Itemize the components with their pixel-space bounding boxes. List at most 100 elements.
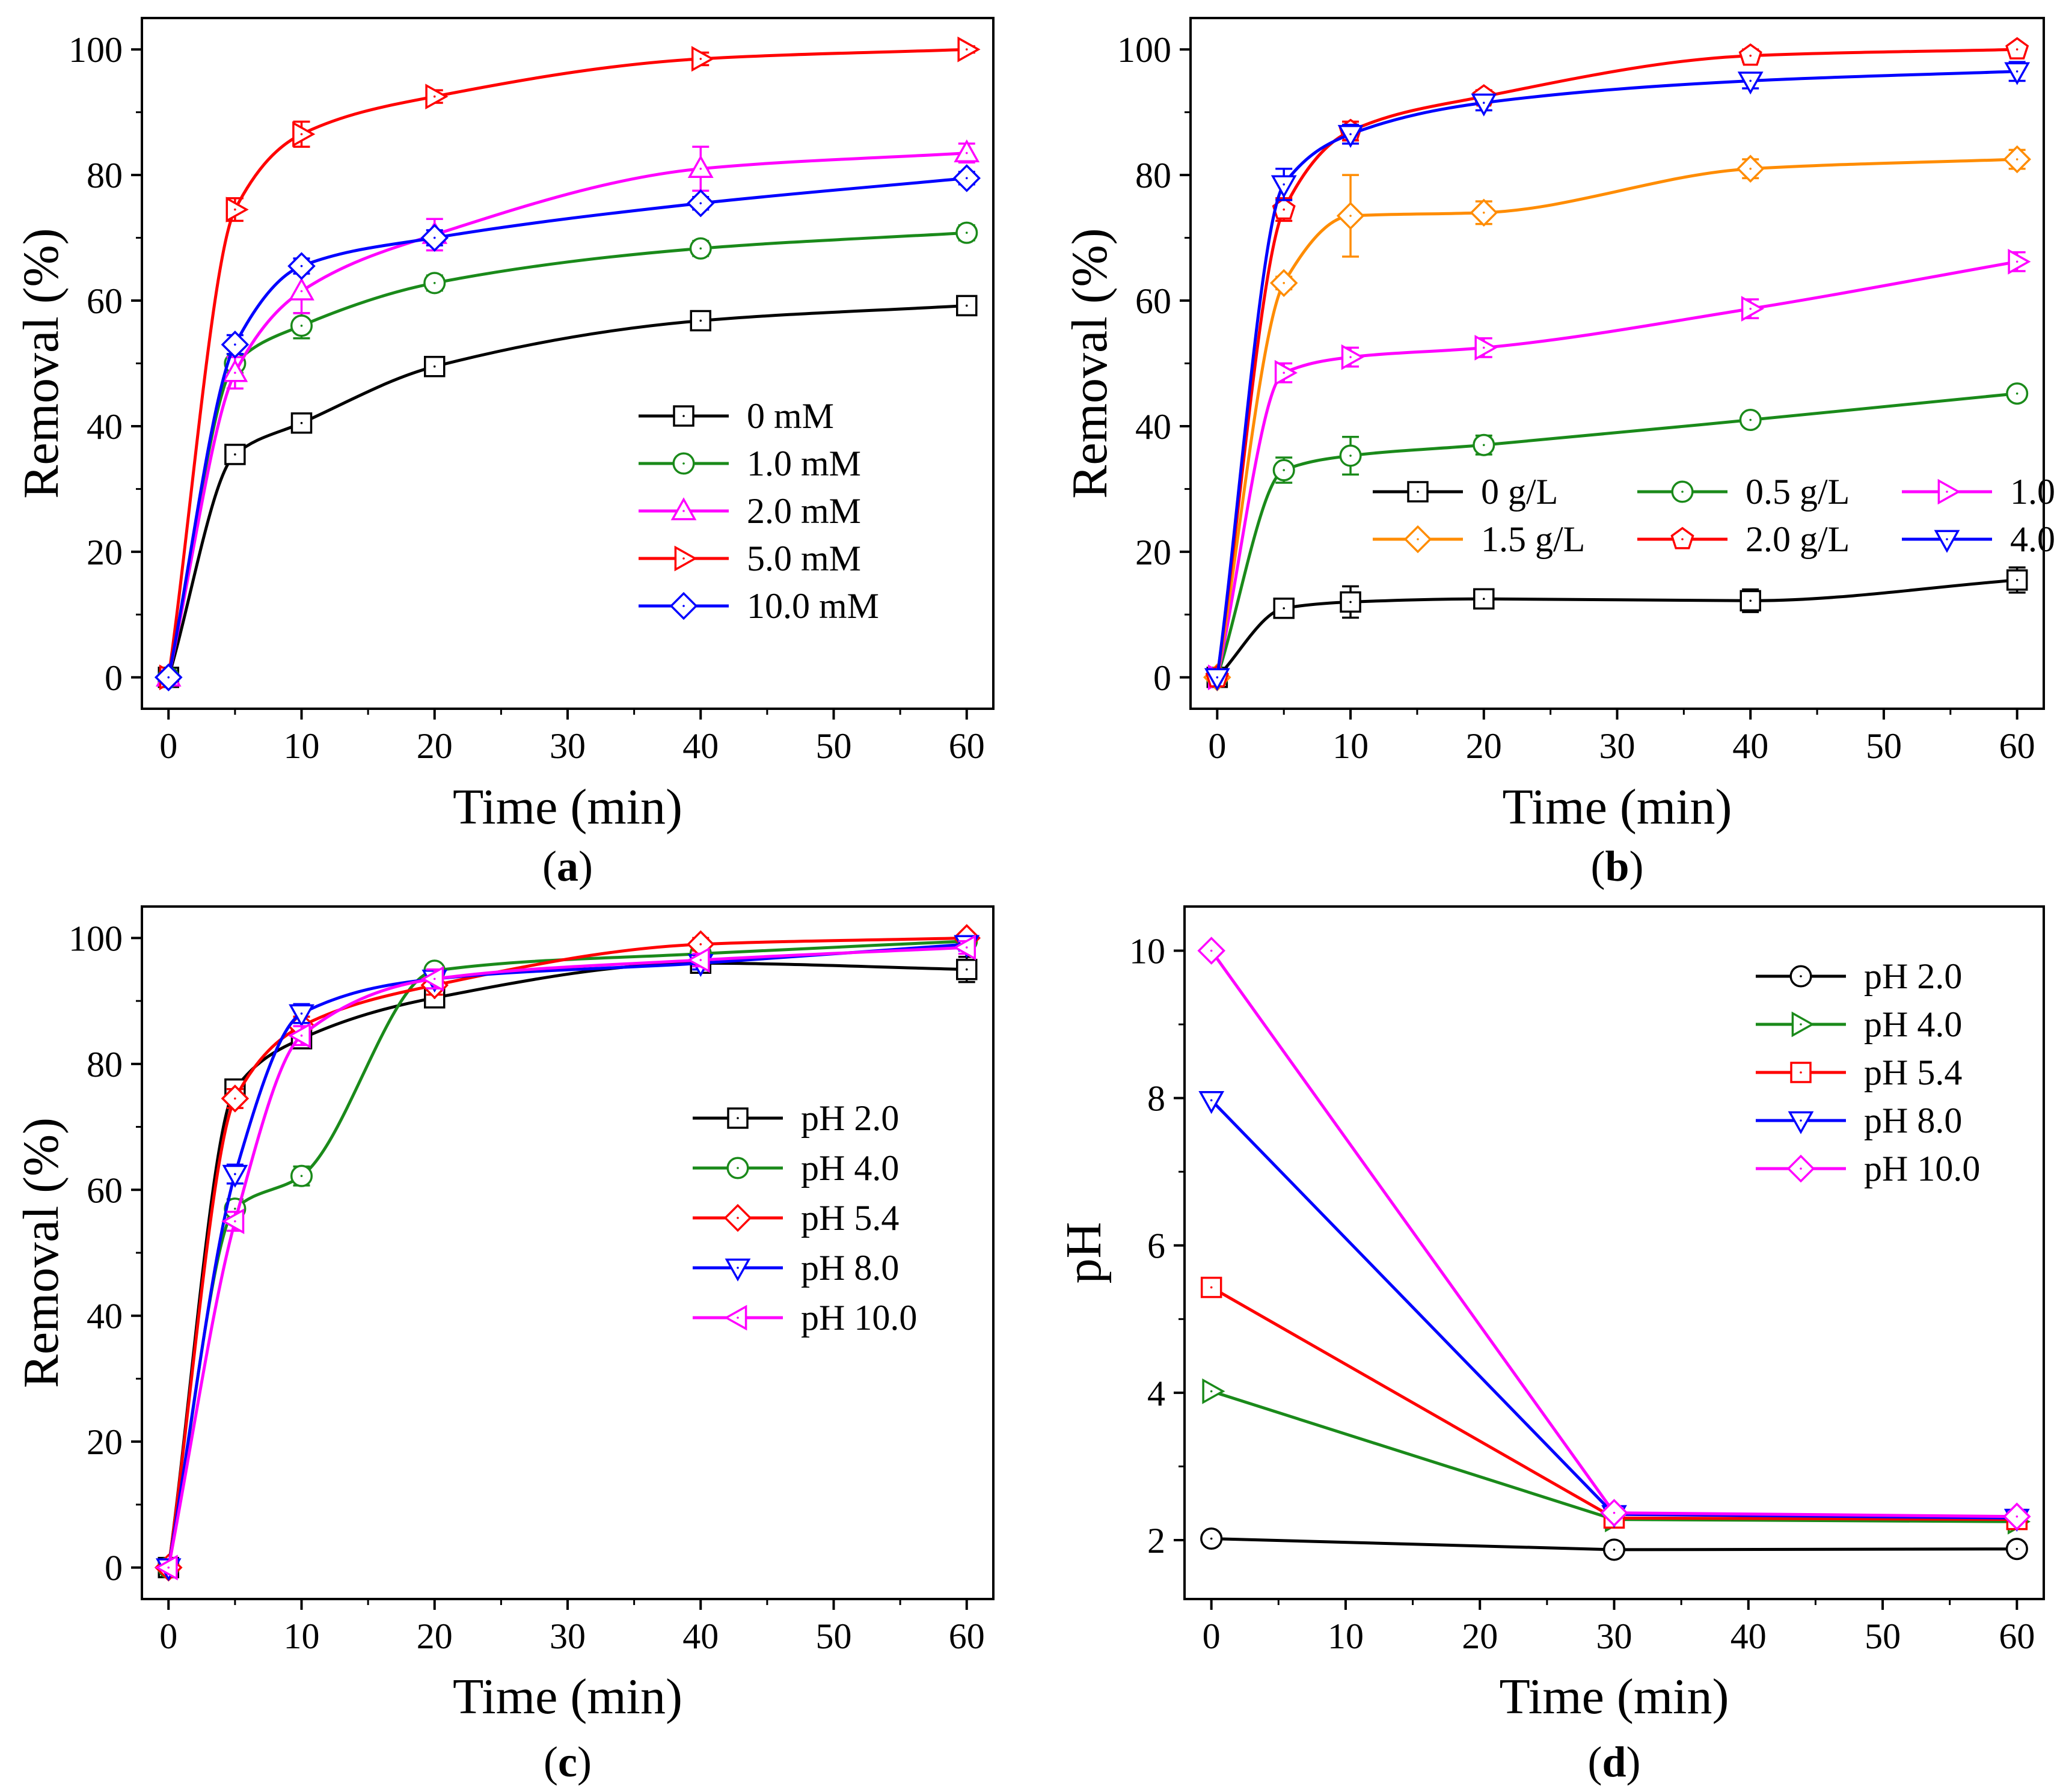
panel-label: (c) (544, 1738, 592, 1786)
series-line (1210, 1286, 2017, 1521)
panel-label-open: ( (1587, 1738, 1602, 1786)
series-line (1215, 70, 2017, 678)
data-point-center (433, 365, 436, 368)
x-tick-label: 0 (1203, 1616, 1221, 1656)
data-point (222, 1164, 248, 1188)
series-ph-2-0 (1200, 1527, 2028, 1561)
data-point (290, 412, 313, 434)
y-tick-label: 2 (1147, 1521, 1165, 1561)
data-point-center (1749, 54, 1752, 57)
data-point (954, 139, 980, 162)
legend-label: pH 2.0 (1864, 956, 1962, 996)
legend-label: 2.0 mM (747, 491, 861, 531)
legend-item: pH 5.4 (1756, 1053, 1962, 1092)
data-point-center (965, 151, 968, 154)
data-point (687, 947, 710, 973)
x-tick-label: 0 (159, 726, 177, 766)
y-tick-label: 80 (1135, 156, 1171, 195)
data-point-center (2016, 48, 2019, 51)
data-point (687, 154, 714, 179)
data-point (1271, 175, 1297, 198)
y-tick-label: 60 (87, 1170, 123, 1210)
legend-item: pH 2.0 (693, 1098, 899, 1138)
legend-item: pH 10.0 (1756, 1149, 1980, 1188)
data-point (691, 46, 715, 72)
data-point-center (1482, 102, 1485, 104)
data-point-center (234, 208, 236, 211)
legend-item: 2.0 mM (639, 491, 861, 531)
legend-marker (725, 1258, 751, 1282)
panel-label-letter: a (557, 842, 578, 890)
x-tick-label: 50 (1866, 726, 1902, 766)
y-tick-label: 80 (87, 156, 123, 195)
series-line (167, 304, 967, 678)
data-point-center (1283, 208, 1286, 211)
series-line (167, 151, 967, 678)
x-tick-label: 60 (949, 726, 985, 766)
data-point-center (1749, 167, 1752, 170)
x-tick-label: 60 (1999, 1616, 2035, 1656)
legend-marker-center (682, 415, 685, 417)
legend-item: pH 4.0 (1756, 1005, 1962, 1044)
data-point-center (1283, 183, 1286, 186)
legend-label: pH 5.4 (801, 1198, 899, 1238)
series-line (167, 936, 967, 1568)
y-tick-label: 80 (87, 1045, 123, 1084)
legend-item: 4.0 g/L (1902, 519, 2060, 559)
data-point-center (1749, 418, 1752, 421)
legend-item: 1.0 g/L (1902, 472, 2060, 512)
data-point (289, 277, 314, 301)
data-point-center (1749, 599, 1752, 602)
data-point-center (699, 167, 702, 170)
data-point (420, 966, 444, 992)
series-line (167, 946, 967, 1568)
data-point-center (1210, 1286, 1213, 1289)
legend-marker-center (1946, 538, 1948, 540)
data-point-center (234, 1173, 236, 1175)
legend-item: pH 8.0 (693, 1248, 899, 1288)
series-0-5-g-l (1206, 382, 2029, 689)
x-tick-label: 0 (159, 1616, 177, 1656)
x-tick-label: 10 (1328, 1616, 1364, 1656)
series-line (1215, 260, 2018, 678)
series-10-0-mm (154, 164, 981, 692)
data-point-center (234, 372, 236, 374)
y-tick-label: 0 (105, 658, 123, 698)
legend-marker-center (1681, 538, 1684, 540)
data-point (2008, 248, 2031, 275)
legend-marker (1788, 1111, 1814, 1134)
data-point (292, 121, 316, 147)
data-point (225, 197, 249, 222)
panel-label: (d) (1587, 1738, 1640, 1786)
panel-label-open: ( (1590, 842, 1605, 890)
data-point (1274, 359, 1298, 386)
series-line (1215, 47, 2017, 678)
legend-marker (1934, 530, 1960, 553)
x-tick-label: 20 (417, 1616, 453, 1656)
legend-marker-center (737, 1217, 739, 1219)
x-tick-label: 10 (284, 726, 320, 766)
data-point-center (2016, 579, 2019, 581)
legend-marker-center (737, 1117, 739, 1119)
panel-label-close: ) (577, 1738, 592, 1786)
x-tick-label: 40 (682, 1616, 719, 1656)
legend-marker (1937, 479, 1961, 505)
series-line (167, 961, 967, 1568)
data-point-center (1283, 372, 1286, 374)
y-tick-label: 100 (69, 919, 123, 958)
data-point (222, 359, 248, 382)
y-tick-label: 4 (1147, 1374, 1165, 1413)
data-point-center (2016, 260, 2019, 263)
data-point-center (2016, 392, 2019, 395)
y-tick-label: 0 (1153, 658, 1171, 698)
legend-marker-center (737, 1267, 739, 1269)
legend-item: 1.5 g/L (1373, 519, 1585, 559)
data-point-center (234, 1097, 236, 1100)
panel-label-letter: d (1602, 1738, 1626, 1786)
data-point-center (1349, 133, 1352, 136)
data-point (425, 84, 449, 109)
legend-label: 2.0 g/L (1746, 519, 1850, 559)
data-point (2006, 569, 2028, 591)
data-point-center (699, 319, 702, 322)
y-axis-title: Removal (%) (13, 228, 69, 498)
